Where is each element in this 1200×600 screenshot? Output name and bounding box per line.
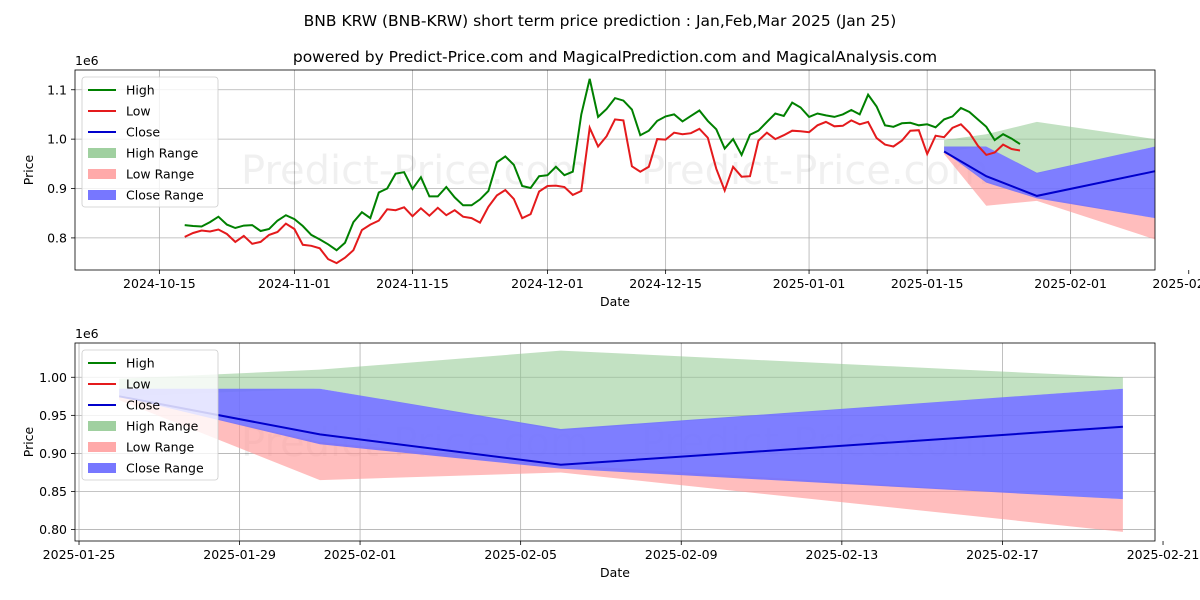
legend-swatch — [88, 169, 116, 179]
x-axis-label: Date — [600, 565, 630, 580]
high-range-band — [944, 121, 1155, 174]
low-series-line — [184, 118, 1021, 265]
y-tick-label: 0.90 — [39, 446, 67, 461]
x-tick-label: 2025-02-05 — [484, 547, 557, 562]
y-axis-label: Price — [21, 154, 36, 185]
legend-label: High Range — [126, 419, 199, 434]
x-tick-label: 2024-12-15 — [629, 276, 702, 291]
x-tick-label: 2025-01-25 — [43, 547, 116, 562]
legend-swatch — [88, 442, 116, 452]
y-tick-label: 0.8 — [47, 230, 67, 245]
legend-label: Close Range — [126, 188, 204, 203]
close-forecast-line — [943, 150, 1156, 197]
legend-swatch — [88, 148, 116, 158]
y-scale-label: 1e6 — [75, 326, 99, 341]
legend-label: High — [126, 356, 155, 371]
y-tick-label: 0.9 — [47, 181, 67, 196]
x-tick-label: 2025-01-15 — [891, 276, 964, 291]
close-range-band — [119, 388, 1123, 500]
watermark: Predict-Price.com — [641, 148, 989, 194]
x-tick-label: 2025-02-01 — [1034, 276, 1107, 291]
low-range-band — [119, 396, 1123, 532]
low-range-band — [944, 151, 1155, 240]
high-series-line — [184, 78, 1021, 252]
close-forecast-line — [119, 395, 1123, 466]
legend-swatch — [88, 463, 116, 473]
legend-swatch — [88, 190, 116, 200]
high-range-band — [119, 350, 1123, 431]
legend-label: Close — [126, 398, 160, 413]
x-tick-label: 2025-02-21 — [1127, 547, 1200, 562]
x-tick-label: 2024-11-01 — [258, 276, 331, 291]
x-tick-label: 2025-02-09 — [645, 547, 718, 562]
y-tick-label: 0.95 — [39, 408, 67, 423]
legend-label: High Range — [126, 146, 199, 161]
x-tick-label: 2025-01-01 — [773, 276, 846, 291]
x-tick-label: 2025-02-17 — [966, 547, 1039, 562]
legend-swatch — [88, 421, 116, 431]
y-axis-label: Price — [21, 426, 36, 457]
y-tick-label: 0.85 — [39, 484, 67, 499]
y-tick-label: 1.00 — [39, 370, 67, 385]
legend-label: Low — [126, 104, 151, 119]
x-axis-label: Date — [600, 294, 630, 309]
chart-subtitle: powered by Predict-Price.com and Magical… — [293, 48, 937, 66]
y-scale-label: 1e6 — [75, 53, 99, 68]
y-tick-label: 0.80 — [39, 522, 67, 537]
x-tick-label: 2024-10-15 — [123, 276, 196, 291]
legend-label: High — [126, 83, 155, 98]
x-tick-label: 2025-02-15 — [1152, 276, 1200, 291]
x-tick-label: 2025-02-01 — [324, 547, 397, 562]
bottom-chart: Predict-Price.comPredict-Price.com2025-0… — [21, 326, 1199, 580]
legend-label: Low Range — [126, 167, 195, 182]
legend-label: Close — [126, 125, 160, 140]
close-range-band — [944, 146, 1155, 219]
legend-label: Low — [126, 377, 151, 392]
plot-frame — [74, 342, 1156, 542]
x-tick-label: 2024-11-15 — [376, 276, 449, 291]
x-tick-label: 2024-12-01 — [511, 276, 584, 291]
y-tick-label: 1.0 — [47, 132, 67, 147]
x-tick-label: 2025-01-29 — [203, 547, 276, 562]
legend-label: Low Range — [126, 440, 195, 455]
x-tick-label: 2025-02-13 — [806, 547, 879, 562]
plot-frame — [74, 69, 1156, 271]
chart-title: BNB KRW (BNB-KRW) short term price predi… — [304, 12, 897, 30]
y-tick-label: 1.1 — [47, 82, 67, 97]
legend-label: Close Range — [126, 461, 204, 476]
top-chart: Predict-Price.com Predict-Price.com2024-1… — [21, 53, 1200, 309]
